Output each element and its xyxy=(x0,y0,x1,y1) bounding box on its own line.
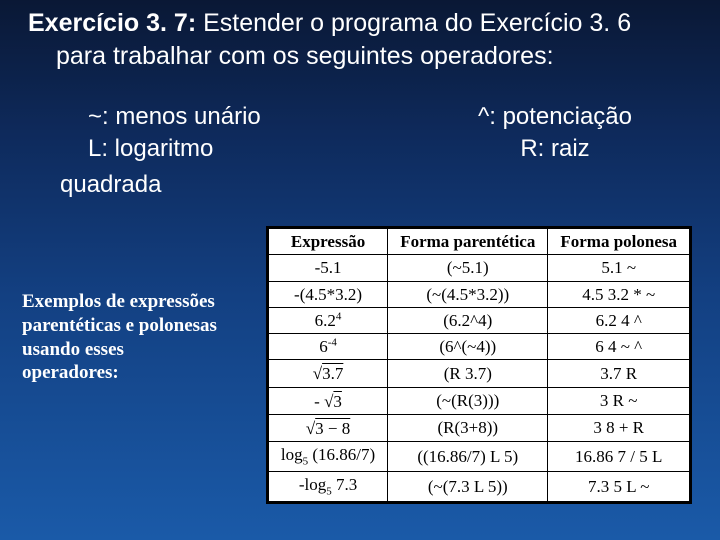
table-row: log5 (16.86/7)((16.86/7) L 5)16.86 7 / 5… xyxy=(268,442,689,472)
op-pow: ^: potenciação xyxy=(478,101,632,133)
cell-expr: log5 (16.86/7) xyxy=(268,442,387,472)
cell-paren: (6.2^4) xyxy=(388,307,548,333)
col-expr: Expressão xyxy=(268,229,387,255)
table-row: √3.7(R 3.7)3.7 R xyxy=(268,360,689,387)
table-caption: Exemplos de expressões parentéticas e po… xyxy=(22,290,222,385)
cell-paren: (R(3+8)) xyxy=(388,414,548,441)
cell-polish: 3 R ~ xyxy=(548,387,690,414)
table-body: -5.1(~5.1)5.1 ~-(4.5*3.2)(~(4.5*3.2))4.5… xyxy=(268,255,689,502)
op-log: L: logaritmo xyxy=(88,133,261,165)
title-prefix: Exercício 3. 7: xyxy=(28,9,196,37)
cell-polish: 5.1 ~ xyxy=(548,255,690,281)
title: Exercício 3. 7: Estender o programa do E… xyxy=(28,8,692,39)
cell-paren: (R 3.7) xyxy=(388,360,548,387)
table-row: -log5 7.3(~(7.3 L 5))7.3 5 L ~ xyxy=(268,472,689,502)
table-header-row: Expressão Forma parentética Forma polone… xyxy=(268,229,689,255)
cell-polish: 6 4 ~ ^ xyxy=(548,334,690,360)
op-root: R: raiz xyxy=(478,133,632,165)
op-tilde: ~: menos unário xyxy=(88,101,261,133)
table-row: -(4.5*3.2)(~(4.5*3.2))4.5 3.2 * ~ xyxy=(268,281,689,307)
cell-expr: -log5 7.3 xyxy=(268,472,387,502)
cell-paren: ((16.86/7) L 5) xyxy=(388,442,548,472)
cell-paren: (~(4.5*3.2)) xyxy=(388,281,548,307)
table-row: -5.1(~5.1)5.1 ~ xyxy=(268,255,689,281)
cell-paren: (~(7.3 L 5)) xyxy=(388,472,548,502)
table-row: 6-4(6^(~4))6 4 ~ ^ xyxy=(268,334,689,360)
cell-expr: √3 − 8 xyxy=(268,414,387,441)
col-paren: Forma parentética xyxy=(388,229,548,255)
cell-polish: 7.3 5 L ~ xyxy=(548,472,690,502)
cell-paren: (~5.1) xyxy=(388,255,548,281)
cell-expr: 6.24 xyxy=(268,307,387,333)
operators-block: ~: menos unário L: logaritmo ^: potencia… xyxy=(28,101,692,166)
cell-polish: 16.86 7 / 5 L xyxy=(548,442,690,472)
col-polish: Forma polonesa xyxy=(548,229,690,255)
operators-left: ~: menos unário L: logaritmo xyxy=(88,101,261,166)
table-row: 6.24(6.2^4)6.2 4 ^ xyxy=(268,307,689,333)
cell-expr: √3.7 xyxy=(268,360,387,387)
cell-paren: (6^(~4)) xyxy=(388,334,548,360)
cell-polish: 3.7 R xyxy=(548,360,690,387)
cell-polish: 6.2 4 ^ xyxy=(548,307,690,333)
title-rest: Estender o programa do Exercício 3. 6 xyxy=(196,9,631,37)
cell-polish: 4.5 3.2 * ~ xyxy=(548,281,690,307)
description: para trabalhar com os seguintes operador… xyxy=(28,41,692,72)
cell-paren: (~(R(3))) xyxy=(388,387,548,414)
table-row: - √3(~(R(3)))3 R ~ xyxy=(268,387,689,414)
op-trailing: quadrada xyxy=(28,169,692,201)
cell-expr: - √3 xyxy=(268,387,387,414)
operators-right: ^: potenciação R: raiz xyxy=(478,101,632,166)
cell-expr: -(4.5*3.2) xyxy=(268,281,387,307)
cell-expr: 6-4 xyxy=(268,334,387,360)
cell-polish: 3 8 + R xyxy=(548,414,690,441)
examples-table: Expressão Forma parentética Forma polone… xyxy=(268,228,690,502)
examples-table-wrap: Expressão Forma parentética Forma polone… xyxy=(266,226,692,504)
table-row: √3 − 8(R(3+8))3 8 + R xyxy=(268,414,689,441)
cell-expr: -5.1 xyxy=(268,255,387,281)
